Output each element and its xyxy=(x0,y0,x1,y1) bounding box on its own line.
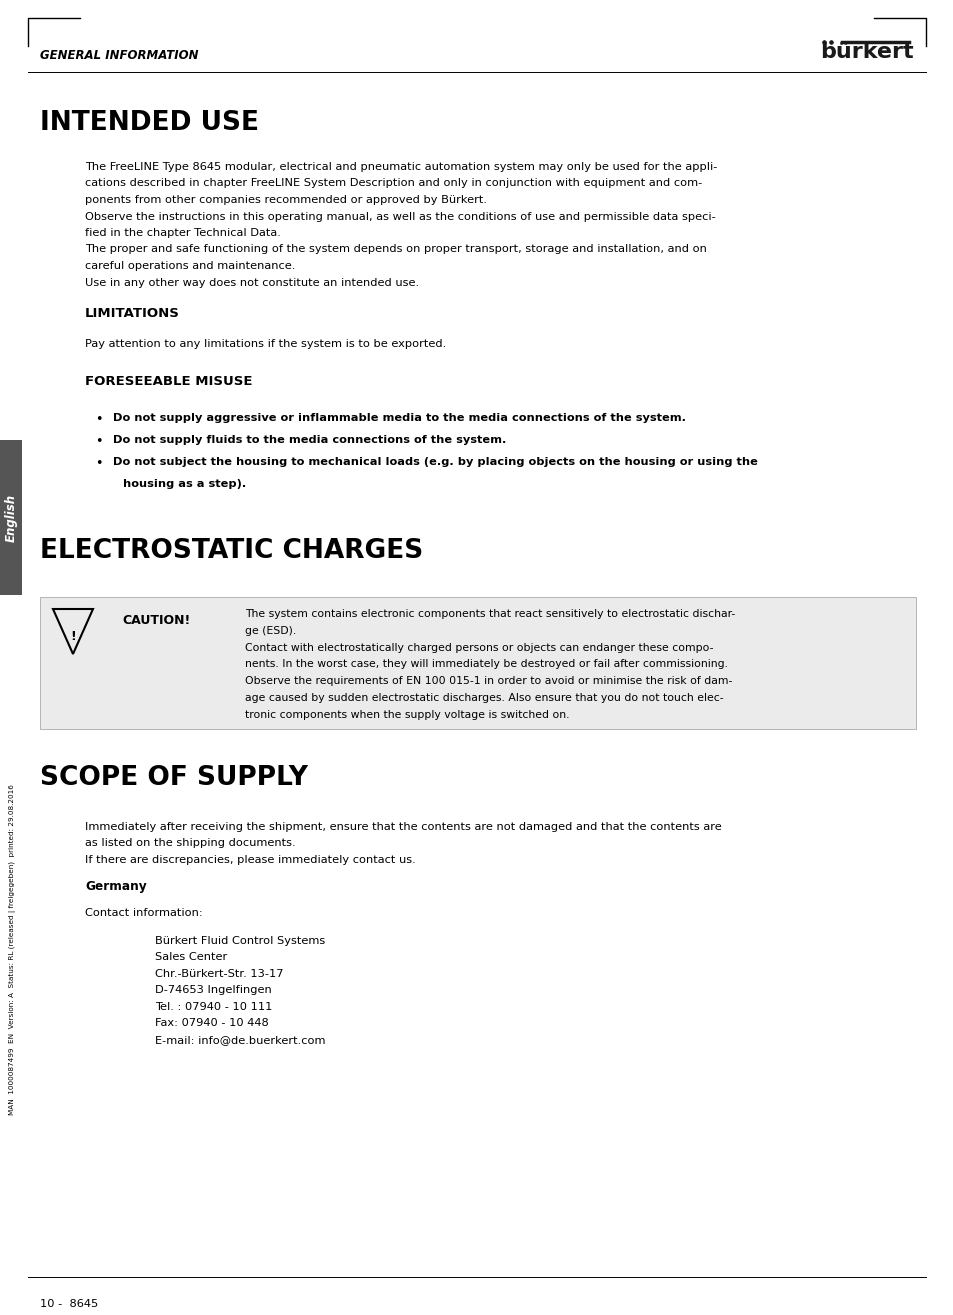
Text: Use in any other way does not constitute an intended use.: Use in any other way does not constitute… xyxy=(85,277,418,288)
Text: cations described in chapter FreeLINE System Description and only in conjunction: cations described in chapter FreeLINE Sy… xyxy=(85,179,701,188)
Text: The system contains electronic components that react sensitively to electrostati: The system contains electronic component… xyxy=(245,609,735,619)
Text: bürkert: bürkert xyxy=(820,42,913,62)
Text: ge (ESD).: ge (ESD). xyxy=(245,626,296,635)
Text: Germany: Germany xyxy=(85,880,147,893)
Text: fied in the chapter Technical Data.: fied in the chapter Technical Data. xyxy=(85,227,280,238)
Text: •: • xyxy=(95,435,102,448)
Text: 10 -  8645: 10 - 8645 xyxy=(40,1299,98,1308)
Text: Fax: 07940 - 10 448: Fax: 07940 - 10 448 xyxy=(154,1019,269,1028)
Text: GENERAL INFORMATION: GENERAL INFORMATION xyxy=(40,49,198,62)
Text: !: ! xyxy=(71,630,76,643)
Text: Observe the requirements of EN 100 015-1 in order to avoid or minimise the risk : Observe the requirements of EN 100 015-1… xyxy=(245,676,732,686)
Text: CAUTION!: CAUTION! xyxy=(122,614,190,627)
Text: •: • xyxy=(95,413,102,426)
Text: Observe the instructions in this operating manual, as well as the conditions of : Observe the instructions in this operati… xyxy=(85,212,715,221)
Text: Contact with electrostatically charged persons or objects can endanger these com: Contact with electrostatically charged p… xyxy=(245,643,713,652)
Text: •: • xyxy=(95,458,102,469)
Text: LIMITATIONS: LIMITATIONS xyxy=(85,306,180,320)
Text: English: English xyxy=(5,493,17,542)
Text: Bürkert Fluid Control Systems: Bürkert Fluid Control Systems xyxy=(154,936,325,945)
Text: ponents from other companies recommended or approved by Bürkert.: ponents from other companies recommended… xyxy=(85,195,486,205)
Text: Pay attention to any limitations if the system is to be exported.: Pay attention to any limitations if the … xyxy=(85,339,446,348)
FancyBboxPatch shape xyxy=(0,441,22,594)
Text: nents. In the worst case, they will immediately be destroyed or fail after commi: nents. In the worst case, they will imme… xyxy=(245,659,727,669)
Text: D-74653 Ingelfingen: D-74653 Ingelfingen xyxy=(154,985,272,995)
Text: INTENDED USE: INTENDED USE xyxy=(40,110,258,135)
Text: Chr.-Bürkert-Str. 13-17: Chr.-Bürkert-Str. 13-17 xyxy=(154,969,283,978)
Text: Immediately after receiving the shipment, ensure that the contents are not damag: Immediately after receiving the shipment… xyxy=(85,822,721,832)
Text: housing as a step).: housing as a step). xyxy=(123,479,246,489)
Text: tronic components when the supply voltage is switched on.: tronic components when the supply voltag… xyxy=(245,710,569,719)
Text: If there are discrepancies, please immediately contact us.: If there are discrepancies, please immed… xyxy=(85,855,416,865)
Text: Tel. : 07940 - 10 111: Tel. : 07940 - 10 111 xyxy=(154,1002,273,1013)
Text: ELECTROSTATIC CHARGES: ELECTROSTATIC CHARGES xyxy=(40,538,423,564)
Text: FORESEEABLE MISUSE: FORESEEABLE MISUSE xyxy=(85,375,253,388)
Text: careful operations and maintenance.: careful operations and maintenance. xyxy=(85,260,295,271)
Text: as listed on the shipping documents.: as listed on the shipping documents. xyxy=(85,839,295,848)
Text: Do not supply fluids to the media connections of the system.: Do not supply fluids to the media connec… xyxy=(112,435,506,444)
Text: Contact information:: Contact information: xyxy=(85,907,203,918)
Text: The proper and safe functioning of the system depends on proper transport, stora: The proper and safe functioning of the s… xyxy=(85,245,706,255)
Text: Do not supply aggressive or inflammable media to the media connections of the sy: Do not supply aggressive or inflammable … xyxy=(112,413,685,423)
Text: E-mail: info@de.buerkert.com: E-mail: info@de.buerkert.com xyxy=(154,1035,325,1045)
Text: MAN  1000087499  EN  Version: A  Status: RL (released | freigegeben)  printed: 2: MAN 1000087499 EN Version: A Status: RL … xyxy=(10,785,16,1115)
Text: The FreeLINE Type 8645 modular, electrical and pneumatic automation system may o: The FreeLINE Type 8645 modular, electric… xyxy=(85,162,717,172)
Text: Sales Center: Sales Center xyxy=(154,952,227,963)
FancyBboxPatch shape xyxy=(40,597,915,729)
Text: Do not subject the housing to mechanical loads (e.g. by placing objects on the h: Do not subject the housing to mechanical… xyxy=(112,458,757,467)
Text: SCOPE OF SUPPLY: SCOPE OF SUPPLY xyxy=(40,765,308,792)
Text: age caused by sudden electrostatic discharges. Also ensure that you do not touch: age caused by sudden electrostatic disch… xyxy=(245,693,723,704)
